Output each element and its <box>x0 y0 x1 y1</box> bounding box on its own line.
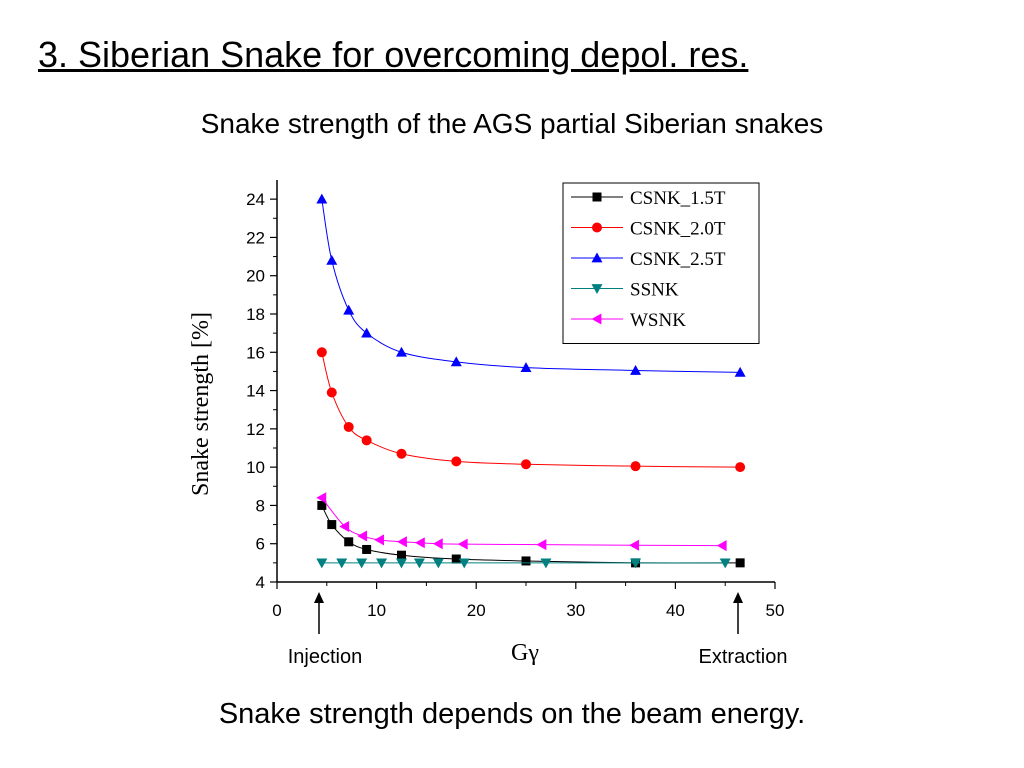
data-point <box>432 538 443 550</box>
data-point <box>396 448 407 459</box>
series-csnk-1-5t <box>317 500 745 568</box>
y-tick-label: 22 <box>246 228 265 247</box>
x-tick-label: 20 <box>467 601 486 620</box>
data-point <box>327 520 337 530</box>
chart-series <box>316 193 746 569</box>
data-point <box>343 304 355 315</box>
data-point <box>630 461 641 472</box>
data-point <box>521 556 531 566</box>
y-tick-label: 24 <box>246 190 265 209</box>
series-csnk-2-5t <box>316 193 746 377</box>
legend-label: CSNK_2.5T <box>630 249 726 270</box>
data-point <box>432 558 444 569</box>
data-point <box>450 356 462 367</box>
x-tick-label: 50 <box>766 601 785 620</box>
extraction-arrow <box>733 592 743 634</box>
data-point <box>521 459 531 470</box>
injection-label: Injection <box>288 646 363 668</box>
series-csnk-2-0t <box>316 347 746 473</box>
series-ssnk <box>316 558 731 569</box>
data-point <box>396 558 407 569</box>
y-tick-label: 16 <box>246 343 265 362</box>
data-point <box>356 558 368 569</box>
y-tick-label: 8 <box>256 496 265 515</box>
legend-marker <box>592 222 602 233</box>
legend-marker <box>592 192 602 202</box>
data-point <box>536 539 547 551</box>
data-point <box>326 387 337 398</box>
data-point <box>376 558 388 569</box>
data-point <box>339 520 350 532</box>
legend-label: CSNK_1.5T <box>630 188 726 209</box>
slide-title: 3. Siberian Snake for overcoming depol. … <box>38 34 749 75</box>
data-point <box>316 492 327 504</box>
y-tick-label: 4 <box>256 573 265 592</box>
extraction-label: Extraction <box>699 646 788 668</box>
data-point <box>630 364 642 375</box>
y-tick-label: 20 <box>246 267 265 286</box>
data-point <box>540 558 552 569</box>
legend-label: CSNK_2.0T <box>630 219 726 240</box>
y-tick-label: 12 <box>246 420 265 439</box>
data-point <box>326 254 338 265</box>
data-point <box>734 366 746 377</box>
data-point <box>316 193 328 204</box>
footer-text: Snake strength depends on the beam energ… <box>218 698 806 730</box>
data-point <box>629 539 639 551</box>
data-point <box>361 327 373 338</box>
data-point <box>357 530 368 542</box>
y-tick-label: 10 <box>246 458 265 477</box>
x-tick-label: 0 <box>272 601 281 620</box>
y-tick-label: 14 <box>246 382 265 401</box>
data-point <box>336 558 348 569</box>
data-point <box>397 550 406 560</box>
legend-marker <box>591 284 603 294</box>
legend-marker <box>591 252 603 263</box>
data-point <box>316 558 328 569</box>
data-point <box>316 347 327 358</box>
x-axis-label: Gγ <box>511 640 539 666</box>
data-point <box>396 346 407 357</box>
injection-arrow <box>314 592 324 634</box>
data-point <box>735 558 745 568</box>
data-point <box>361 435 372 446</box>
chart-legend: CSNK_1.5T CSNK_2.0T CSNK_2.5T SSNK WSNK <box>562 182 760 344</box>
legend-marker <box>591 313 602 325</box>
data-point <box>451 456 462 467</box>
data-point <box>317 500 327 510</box>
data-point <box>343 421 354 432</box>
x-tick-label: 30 <box>566 601 585 620</box>
data-point <box>451 554 461 564</box>
y-tick-label: 18 <box>246 305 265 324</box>
x-tick-label: 10 <box>367 601 386 620</box>
legend-label: WSNK <box>630 310 686 331</box>
data-point <box>735 462 746 473</box>
y-axis-label: Snake strength [%] <box>188 312 214 496</box>
data-point <box>630 558 642 569</box>
data-point <box>716 540 727 552</box>
chart-axes: 4 6 8 10 12 14 16 18 20 22 24 0 10 20 30 40 50 <box>246 180 784 620</box>
x-tick-label: 40 <box>666 601 685 620</box>
data-point <box>520 362 532 372</box>
y-tick-label: 6 <box>256 535 265 554</box>
data-point <box>396 536 407 548</box>
data-point <box>362 544 372 554</box>
data-point <box>719 558 731 569</box>
data-point <box>457 538 468 550</box>
series-line <box>321 352 741 468</box>
series-line <box>321 199 741 373</box>
series-line <box>321 505 741 564</box>
data-point <box>344 537 354 547</box>
data-point <box>458 558 470 569</box>
legend-label: SSNK <box>630 280 679 301</box>
series-wsnk <box>316 492 727 552</box>
data-point <box>374 534 384 546</box>
slide-subtitle: Snake strength of the AGS partial Siberi… <box>200 108 824 139</box>
data-point <box>414 537 425 549</box>
data-point <box>413 558 425 569</box>
